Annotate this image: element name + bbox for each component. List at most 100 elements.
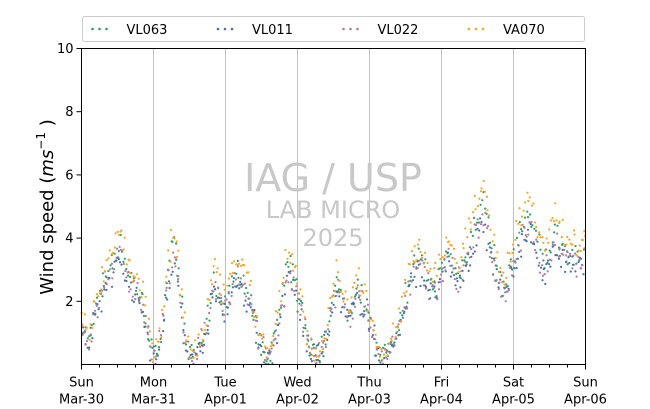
data-point — [410, 280, 413, 283]
data-point — [476, 204, 479, 208]
data-point — [474, 208, 477, 211]
data-point — [103, 288, 106, 291]
data-point — [262, 361, 266, 364]
data-point — [425, 279, 428, 282]
data-point — [541, 236, 544, 239]
data-point — [280, 300, 283, 303]
data-point — [115, 256, 118, 259]
data-point — [167, 249, 170, 252]
data-point — [445, 236, 448, 239]
data-point — [577, 249, 580, 252]
data-point — [474, 223, 478, 227]
data-point — [362, 315, 365, 318]
legend-marker — [230, 27, 234, 31]
data-point — [113, 246, 117, 249]
data-point — [329, 296, 332, 300]
data-point — [424, 251, 427, 254]
data-point — [424, 258, 427, 261]
data-point — [161, 312, 164, 316]
data-point — [242, 304, 246, 307]
data-point — [111, 277, 114, 280]
data-point — [504, 300, 507, 303]
data-point — [177, 284, 180, 287]
data-point — [479, 223, 483, 226]
data-point — [500, 274, 503, 277]
data-point — [403, 292, 406, 295]
data-point — [283, 304, 286, 308]
data-point — [151, 346, 154, 349]
legend-marker — [349, 27, 352, 31]
data-point — [266, 346, 269, 349]
data-point — [81, 323, 84, 326]
data-point — [541, 252, 544, 255]
data-point — [174, 265, 177, 268]
y-tick-label: 2 — [65, 295, 73, 310]
data-point — [472, 216, 476, 219]
data-point — [122, 260, 125, 263]
data-point — [566, 263, 569, 266]
data-point — [227, 290, 230, 293]
data-point — [245, 295, 248, 298]
data-point — [249, 306, 252, 309]
data-point — [357, 267, 360, 270]
data-point — [226, 313, 229, 316]
data-point — [433, 267, 436, 270]
data-point — [548, 249, 551, 252]
data-point — [497, 270, 500, 273]
data-point — [397, 307, 401, 310]
x-tick-label: Apr-02 — [276, 393, 319, 408]
data-point — [486, 227, 489, 230]
data-point — [223, 302, 226, 305]
data-point — [311, 354, 314, 357]
data-point — [239, 280, 242, 283]
data-point — [331, 311, 334, 314]
data-point — [416, 267, 419, 270]
data-point — [181, 302, 184, 305]
y-axis-label-text: Wind speed — [37, 189, 58, 294]
data-point — [177, 275, 180, 278]
data-point — [575, 254, 578, 257]
data-point — [431, 280, 434, 284]
data-point — [224, 295, 227, 298]
data-point — [274, 329, 278, 332]
data-point — [205, 317, 208, 320]
data-point — [201, 345, 204, 348]
data-point — [383, 343, 386, 346]
data-point — [283, 284, 286, 287]
data-point — [131, 280, 134, 284]
data-point — [353, 305, 356, 308]
data-point — [465, 263, 468, 266]
data-point — [489, 251, 492, 254]
data-point — [409, 293, 412, 296]
data-point — [223, 320, 226, 323]
data-point — [527, 233, 530, 236]
data-point — [276, 311, 279, 314]
data-point — [530, 220, 533, 223]
data-point — [116, 247, 119, 250]
data-point — [187, 335, 190, 338]
data-point — [321, 340, 324, 343]
data-point — [170, 273, 173, 276]
data-point — [509, 258, 512, 261]
data-point — [243, 282, 246, 285]
data-point — [287, 281, 290, 284]
data-point — [545, 237, 548, 240]
data-point — [583, 247, 586, 250]
data-point — [125, 279, 128, 283]
data-point — [406, 301, 409, 304]
data-point — [128, 275, 132, 279]
data-point — [443, 254, 447, 257]
data-point — [467, 269, 470, 272]
data-point — [89, 333, 92, 336]
data-point — [515, 267, 518, 270]
data-point — [269, 359, 272, 362]
data-point — [516, 243, 520, 246]
data-point — [520, 215, 524, 218]
data-point — [487, 216, 490, 219]
data-point — [346, 298, 349, 301]
data-point — [136, 273, 139, 276]
data-point — [356, 286, 359, 289]
data-point — [494, 256, 497, 260]
data-point — [137, 277, 140, 280]
